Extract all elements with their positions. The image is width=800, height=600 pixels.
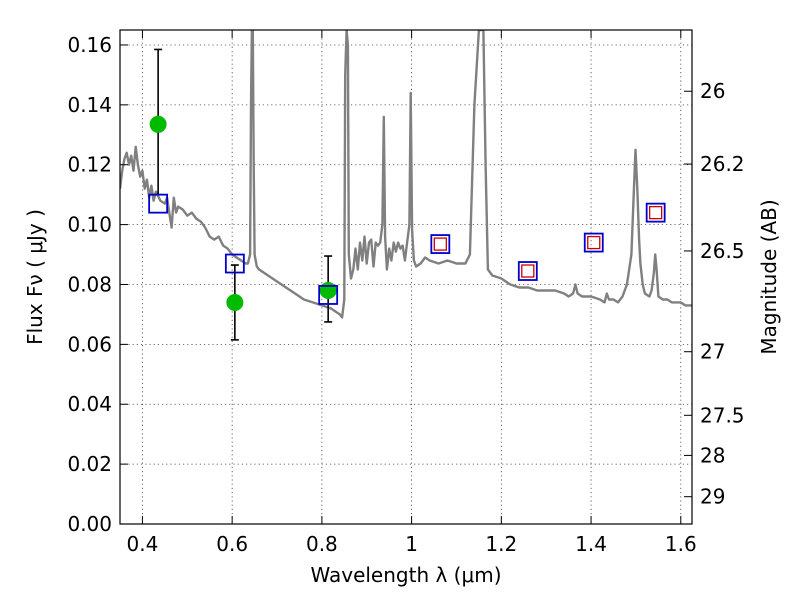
- y-tick-label: 0.16: [67, 33, 112, 57]
- observed-point: [226, 293, 244, 311]
- model-photometry-inner-box: [649, 205, 663, 220]
- y2-tick-label: 26.2: [700, 152, 745, 176]
- x-tick-label: 1.4: [575, 532, 607, 556]
- y-tick-label: 0.14: [67, 93, 112, 117]
- x-tick-label: 1.2: [485, 532, 517, 556]
- y2-axis-title: Magnitude (AB): [757, 199, 781, 354]
- sed-template-line: [120, 30, 692, 319]
- marker-layer: [148, 48, 666, 341]
- y-axis-title: Flux Fν ( μJy ): [23, 209, 47, 345]
- y-tick-label: 0.06: [67, 332, 112, 356]
- y2-tick-label: 26: [700, 79, 725, 103]
- model-photometry-inner-box: [433, 237, 447, 251]
- model-photometry-box: [583, 232, 604, 253]
- x-tick-label: 0.8: [306, 532, 338, 556]
- y2-tick-label: 28: [700, 443, 725, 467]
- x-tick-label: 1.6: [665, 532, 697, 556]
- y2-tick-label: 29: [700, 485, 725, 509]
- x-tick-label: 1: [405, 532, 418, 556]
- observed-point: [149, 115, 167, 133]
- y2-tick-label: 27: [700, 340, 725, 364]
- y-tick-label: 0.10: [67, 213, 112, 237]
- observed-point: [319, 281, 337, 299]
- model-photometry-box: [517, 261, 538, 281]
- model-photometry-box: [224, 253, 245, 274]
- plot-frame: [119, 29, 693, 525]
- model-photometry-inner-box: [521, 264, 535, 278]
- grid-layer: [120, 30, 692, 525]
- tick-layer: [120, 30, 692, 525]
- x-axis-title: Wavelength λ (μm): [310, 563, 501, 587]
- x-tick-label: 0.4: [127, 532, 159, 556]
- y2-tick-label: 26.5: [700, 239, 745, 263]
- y-tick-label: 0.00: [67, 512, 112, 536]
- y-tick-label: 0.12: [67, 153, 112, 177]
- model-photometry-inner-box: [587, 235, 601, 250]
- y-tick-label: 0.08: [67, 272, 112, 296]
- tick-label-layer: 0.4 0.6 0.8 1 1.2 1.4 1.6 0.00 0.02 0.04 0.06 0.08 0…: [67, 33, 744, 556]
- y-tick-label: 0.02: [67, 452, 112, 476]
- model-photometry-box: [318, 285, 339, 305]
- x-tick-label: 0.6: [216, 532, 248, 556]
- model-photometry-box: [148, 193, 169, 214]
- y-tick-label: 0.04: [67, 392, 112, 416]
- model-photometry-box: [430, 234, 451, 254]
- sed-curve-layer: [120, 30, 692, 319]
- y2-tick-label: 27.5: [700, 403, 745, 427]
- model-photometry-box: [645, 202, 666, 223]
